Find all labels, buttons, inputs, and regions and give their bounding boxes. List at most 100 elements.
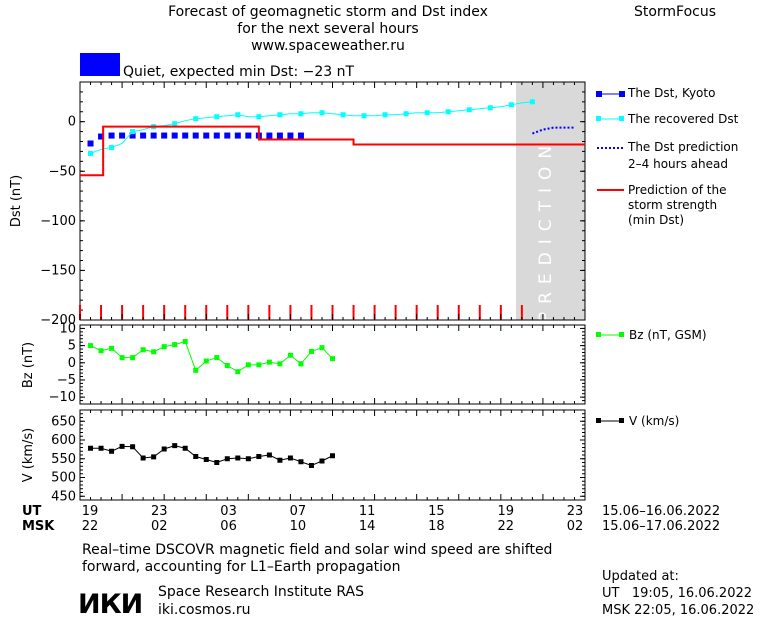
series-layer [80,99,585,468]
the-dst-prediction-line [532,126,575,135]
the-recovered-dst-point [193,116,199,122]
v-km-s-point [319,458,325,464]
the-recovered-dst-point [382,112,388,118]
ut-axis-label: UT [22,504,42,519]
msk-tick-label: 06 [220,519,237,534]
the-dst-kyoto-point [98,133,105,140]
v-km-s-point [130,444,136,450]
msk-tick-label: 02 [567,519,584,534]
legend-kyoto-marker [596,91,602,97]
updated-msk: MSK 22:05, 16.06.2022 [602,603,754,618]
v-km-s-point [235,455,241,461]
bz-nt-gsm-point [161,344,167,350]
legend-strength-label-2: storm strength [628,198,717,212]
bz-y-axis: 10 5 0 −5 −10 [49,321,585,405]
footer-note-line-2: forward, accounting for L1–Earth propaga… [82,559,401,575]
the-recovered-dst-point [277,112,283,118]
prediction-label: PREDICTION [536,138,556,322]
the-recovered-dst-point [403,111,409,117]
the-recovered-dst-point [508,102,514,108]
brand-label: StormFocus [634,4,716,20]
the-dst-kyoto-point [297,132,304,139]
v-ytick-label: 500 [51,471,76,486]
the-dst-kyoto-point [234,132,241,139]
ut-tick-label: 07 [290,504,307,519]
legend-prediction-label-2: 2–4 hours ahead [628,157,728,171]
ut-tick-label: 23 [151,504,168,519]
bz-nt-gsm-point [130,355,136,361]
the-recovered-dst-point [361,113,367,119]
bz-nt-gsm-point [203,358,209,364]
legend-recovered-marker [596,116,601,121]
strength-prediction-line [80,125,585,177]
dst-panel: PREDICTION Dst (nT) [9,81,586,322]
msk-axis-label: MSK [22,519,55,534]
the-recovered-dst-point [172,121,178,127]
the-recovered-dst-point [319,110,325,116]
the-recovered-dst-point [466,107,472,113]
v-km-s-point [245,456,251,462]
the-recovered-dst-point [235,112,241,118]
v-km-s-point [214,460,220,465]
x-axis-labels: 19 23 03 07 11 15 19 23 22 02 06 10 14 18 22 02 [79,82,586,534]
bz-nt-gsm-point [266,359,272,365]
bz-nt-gsm-point [193,367,199,373]
the-dst-kyoto-point [87,140,94,147]
institute-site: iki.cosmos.ru [158,602,250,618]
v-km-s-point [98,445,104,451]
dst-ytick-label: 0 [68,115,76,130]
ut-tick-label: 23 [567,504,584,519]
the-dst-kyoto-point [192,132,199,139]
v-km-s-point [224,456,230,462]
bz-nt-gsm-point [256,362,262,368]
bz-ylabel: Bz (nT) [21,342,36,388]
dst-legend: The Dst, Kyoto The recovered Dst The Dst… [596,86,739,227]
bz-nt-gsm-point [319,345,325,351]
msk-date-range: 15.06–17.06.2022 [602,519,720,534]
v-panel: V (km/s) [21,409,586,501]
msk-tick-label: 18 [428,519,445,534]
v-km-s-point [140,455,146,461]
legend-strength-label-1: Prediction of the [628,183,727,197]
v-ytick-label: 550 [51,452,76,467]
v-km-s-point [308,463,314,468]
the-recovered-dst-point [529,99,535,105]
ut-tick-label: 19 [497,504,514,519]
status-swatch [80,53,120,76]
updated-label: Updated at: [602,569,679,584]
legend-v-marker [596,418,601,423]
legend-kyoto-label: The Dst, Kyoto [627,86,715,100]
bz-nt-gsm-point [287,352,293,358]
bz-nt-gsm-point [98,348,104,354]
bz-plot-frame [79,324,586,405]
iki-logo: ИКИ [78,589,142,620]
v-km-s-point [203,457,209,462]
the-recovered-dst-point [109,144,115,150]
legend-bz-marker [596,332,601,337]
legend-bz-label: Bz (nT, GSM) [629,328,707,342]
the-recovered-dst-point [130,129,136,135]
dst-plot-frame [79,81,586,321]
v-ytick-label: 650 [51,414,76,429]
bz-nt-gsm-point [119,355,125,361]
the-recovered-dst-point [256,114,262,120]
bz-nt-gsm-point [182,338,188,344]
bz-nt-gsm-point [151,349,157,355]
title-line-3: www.spaceweather.ru [251,38,405,54]
msk-tick-label: 14 [359,519,376,534]
the-dst-kyoto-point [224,132,231,139]
ut-date-range: 15.06–16.06.2022 [602,504,720,519]
the-recovered-dst-point [340,112,346,118]
the-recovered-dst-point [487,105,493,111]
dst-ytick-label: −100 [40,214,76,229]
legend-strength-label-3: (min Dst) [628,213,684,227]
the-recovered-dst-point [424,110,430,116]
bz-nt-gsm-point [330,356,335,362]
dst-ytick-label: −50 [49,164,76,179]
the-dst-kyoto-point [213,132,220,139]
bz-nt-gsm-point [235,369,241,375]
ut-tick-label: 11 [359,504,376,519]
dst-ylabel: Dst (nT) [9,175,24,227]
ut-tick-label: 19 [82,504,99,519]
